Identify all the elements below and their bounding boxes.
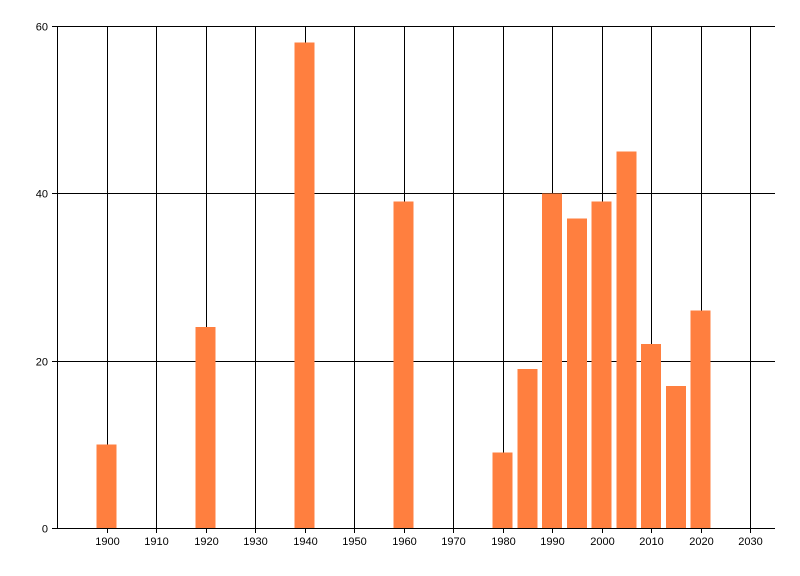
- x-tick-label: 1980: [491, 536, 515, 548]
- bar: [690, 310, 711, 528]
- tick-labels-layer: 1900 1910 1920 1930 1940 1950 1960 1970 1980 1990…: [36, 22, 763, 549]
- x-tick-label: 1940: [293, 536, 317, 548]
- bar: [591, 201, 612, 528]
- bar: [641, 343, 662, 528]
- axes-layer: [52, 26, 775, 533]
- x-tick-label: 1900: [95, 536, 119, 548]
- x-tick-label: 1990: [540, 536, 564, 548]
- x-tick-label: 1910: [144, 536, 168, 548]
- bar: [517, 369, 538, 528]
- y-tick-label: 40: [36, 189, 48, 201]
- bars-layer: [96, 42, 711, 529]
- x-tick-label: 1930: [243, 536, 267, 548]
- bar: [294, 42, 315, 528]
- x-tick-label: 2000: [590, 536, 614, 548]
- bar: [96, 444, 117, 528]
- bar: [195, 327, 216, 528]
- bar: [393, 201, 414, 528]
- x-tick-label: 1970: [441, 536, 465, 548]
- y-tick-label: 0: [42, 524, 48, 536]
- bar: [666, 385, 686, 528]
- bar: [616, 151, 637, 528]
- bar: [566, 218, 587, 528]
- bar: [492, 452, 513, 528]
- x-tick-label: 1960: [392, 536, 416, 548]
- x-tick-label: 2010: [639, 536, 663, 548]
- x-tick-label: 1920: [194, 536, 218, 548]
- x-tick-label: 1950: [342, 536, 366, 548]
- bar: [542, 193, 563, 529]
- x-tick-label: 2030: [738, 536, 762, 548]
- y-tick-label: 20: [36, 357, 48, 369]
- y-tick-label: 60: [36, 22, 48, 34]
- x-tick-label: 2020: [689, 536, 713, 548]
